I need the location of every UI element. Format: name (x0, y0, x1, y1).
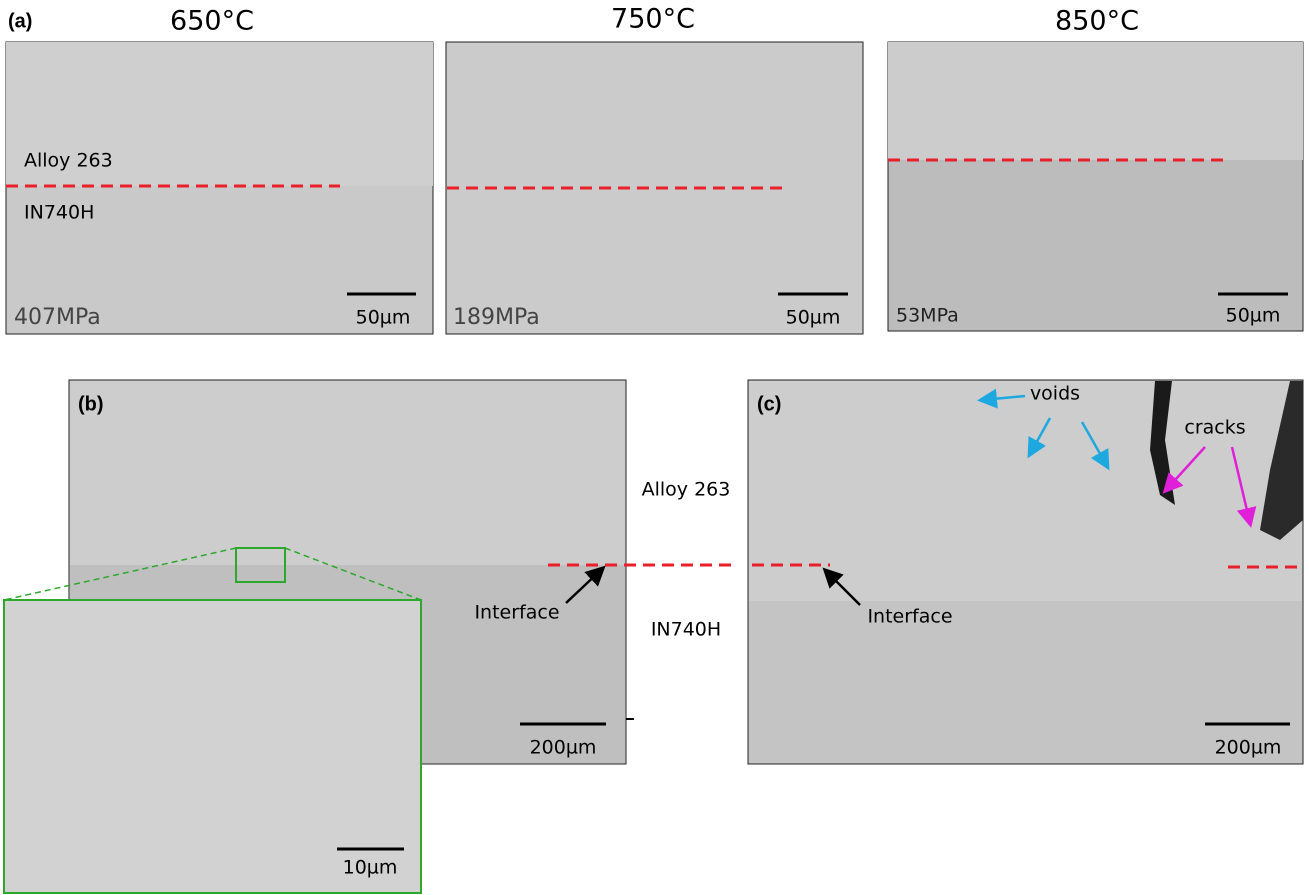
voids-label: voids (1030, 383, 1080, 405)
scale-label: 50µm (786, 307, 841, 329)
cracks-label: cracks (1184, 417, 1245, 439)
temperature: 850°C (1055, 6, 1139, 37)
panel-label: (c) (757, 393, 781, 415)
micrograph-region (888, 42, 1303, 160)
stress-label: 189MPa (453, 305, 540, 330)
scale-label: 200µm (1215, 737, 1282, 759)
interface-label: Interface (867, 606, 952, 628)
alloy-label: IN740H (24, 202, 94, 224)
panel-label: (a) (8, 10, 32, 32)
micrograph-region (749, 381, 1302, 601)
interface-label: Interface (474, 602, 559, 624)
scale-label: 10µm (343, 857, 398, 879)
temperature: 650°C (170, 6, 254, 37)
alloy-label: IN740H (651, 619, 721, 641)
stress-label: 407MPa (14, 305, 101, 330)
alloy-label: Alloy 263 (24, 150, 113, 172)
stress-label: 53MPa (896, 305, 959, 327)
scale-label: 50µm (356, 307, 411, 329)
scale-label: 50µm (1226, 305, 1281, 327)
figure: (a) 650°C 750°C 850°C Alloy 263 IN740H 4… (0, 0, 1309, 895)
temperature: 750°C (611, 4, 695, 35)
alloy-label: Alloy 263 (642, 479, 731, 501)
panel-label: (b) (78, 393, 104, 415)
scale-label: 200µm (530, 737, 597, 759)
